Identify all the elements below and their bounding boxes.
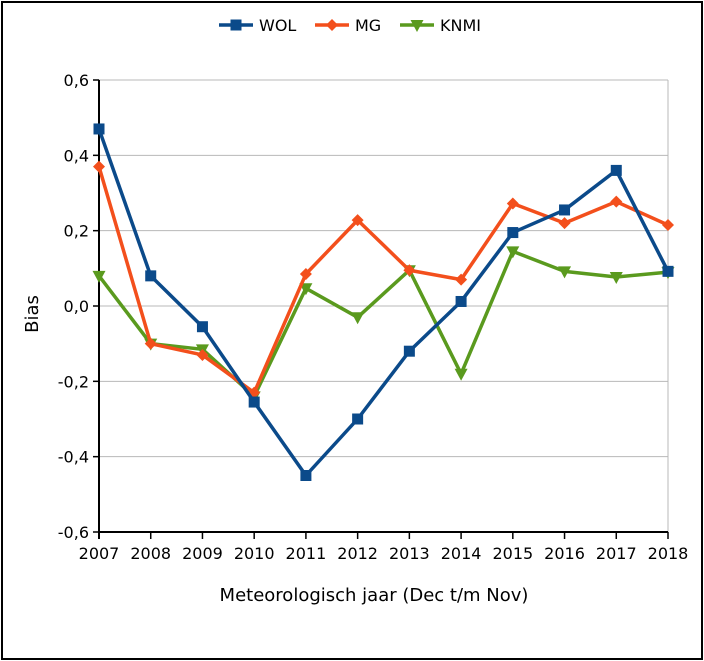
data-point-triangle [351, 312, 365, 325]
data-point-diamond [299, 267, 312, 280]
legend-item-mg: MG [315, 16, 381, 35]
y-tick-label: 0,2 [64, 222, 89, 241]
data-point-diamond [351, 214, 364, 227]
x-tick-label: 2018 [648, 544, 689, 563]
x-tick-label: 2017 [596, 544, 637, 563]
y-tick-label: -0,4 [58, 448, 89, 467]
series-lines [92, 123, 675, 481]
data-point-diamond [326, 19, 338, 31]
grid-lines [99, 79, 669, 532]
data-point-triangle [410, 20, 424, 32]
data-point-triangle [299, 283, 313, 296]
data-point-diamond [610, 195, 623, 208]
data-point-triangle [558, 266, 572, 279]
series-wol [93, 123, 674, 481]
data-point-square [507, 227, 519, 239]
legend-item-wol: WOL [219, 16, 296, 35]
x-tick-label: 2016 [544, 544, 585, 563]
data-point-triangle [92, 270, 106, 283]
x-tick-label: 2010 [234, 544, 275, 563]
data-point-square [300, 470, 312, 481]
y-tick-label: 0,6 [64, 71, 89, 90]
y-axis-label: Bias [22, 295, 43, 333]
data-point-square [230, 19, 242, 31]
data-point-diamond [662, 219, 674, 232]
legend-label: KNMI [440, 16, 481, 35]
data-point-diamond [196, 348, 209, 361]
x-tick-label: 2014 [441, 544, 482, 563]
series-line-wol [97, 128, 670, 478]
y-tick-label: 0,4 [64, 146, 89, 165]
series-line-mg [97, 166, 669, 395]
axes [93, 79, 669, 539]
data-point-square [455, 295, 467, 307]
y-tick-label: -0,2 [58, 372, 89, 391]
data-point-square [248, 396, 260, 408]
series-knmi [92, 246, 675, 404]
x-tick-label: 2007 [79, 544, 120, 563]
y-tick-label: -0,6 [58, 523, 89, 542]
data-point-triangle [506, 246, 520, 259]
x-tick-labels: 2007 2008 2009 2010 2011 2012 2013 2014 2015 2016… [79, 544, 689, 563]
data-point-diamond [455, 273, 468, 286]
x-axis-label: Meteorologisch jaar (Dec t/m Nov) [220, 585, 529, 606]
x-tick-label: 2015 [492, 544, 533, 563]
data-point-square [196, 321, 208, 333]
legend: WOL MG KNMI [219, 16, 481, 35]
data-point-square [662, 265, 674, 277]
x-tick-label: 2012 [337, 544, 378, 563]
data-point-square [559, 204, 571, 216]
data-point-square [403, 345, 415, 357]
series-line-knmi [97, 249, 669, 399]
x-tick-label: 2009 [182, 544, 223, 563]
x-tick-label: 2013 [389, 544, 430, 563]
data-point-diamond [93, 160, 105, 173]
x-tick-label: 2011 [286, 544, 327, 563]
y-tick-labels: -0,6 -0,4 -0,2 0,0 0,2 0,4 0,6 [58, 71, 89, 542]
data-point-diamond [506, 197, 519, 210]
legend-label: WOL [259, 16, 296, 35]
data-point-square [93, 123, 105, 135]
data-point-diamond [558, 217, 571, 230]
legend-item-knmi: KNMI [400, 16, 481, 35]
data-point-diamond [403, 264, 416, 277]
data-point-square [145, 270, 157, 282]
data-point-triangle [609, 271, 623, 284]
series-mg [93, 160, 674, 399]
data-point-triangle [454, 368, 468, 381]
data-point-diamond [144, 337, 157, 350]
x-tick-label: 2008 [130, 544, 171, 563]
data-point-square [610, 164, 622, 176]
legend-label: MG [355, 16, 381, 35]
data-point-square [352, 413, 364, 425]
y-tick-label: 0,0 [64, 297, 89, 316]
